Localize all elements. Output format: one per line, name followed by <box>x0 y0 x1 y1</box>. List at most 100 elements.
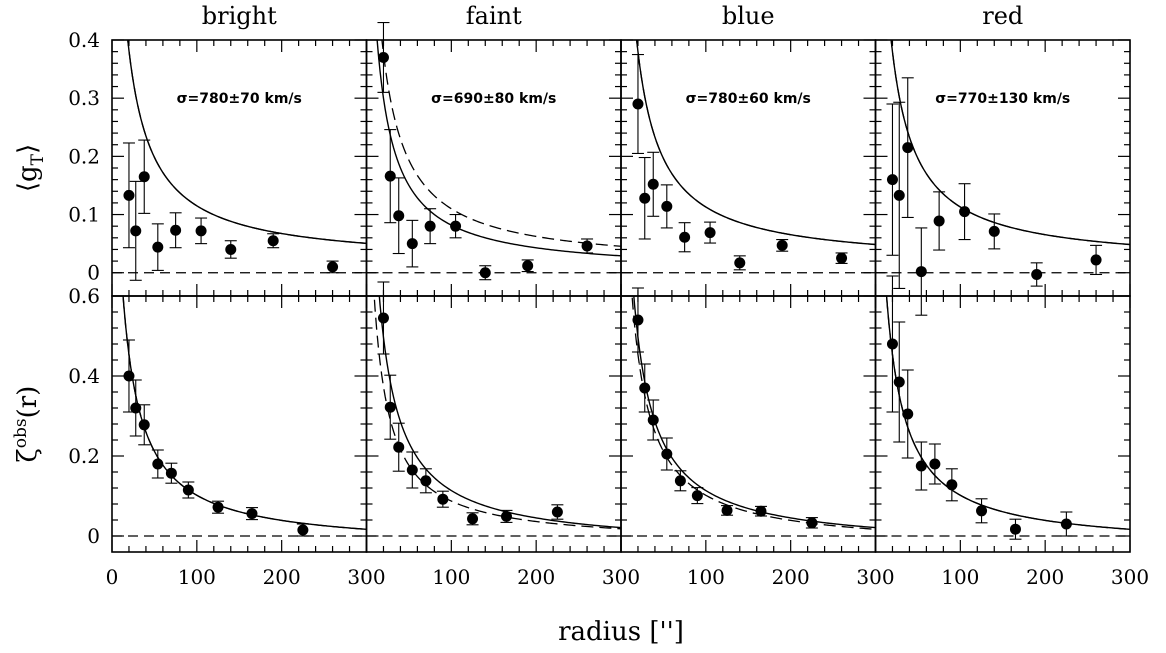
panel-faint-gT <box>365 21 622 297</box>
data-marker <box>165 467 177 479</box>
data-point <box>479 265 492 281</box>
y-tick-label: 0.3 <box>68 86 100 110</box>
data-marker <box>377 51 389 63</box>
data-marker <box>886 174 898 186</box>
data-marker <box>959 206 971 218</box>
panel-red-gT <box>874 39 1131 316</box>
panel-title-bright: bright <box>202 2 277 30</box>
data-marker <box>327 261 339 273</box>
data-point <box>1060 511 1073 537</box>
data-point <box>169 212 182 249</box>
data-point <box>326 260 339 274</box>
panel-frame <box>111 295 368 553</box>
data-marker <box>267 235 279 247</box>
panel-blue-gT <box>620 39 877 297</box>
data-marker <box>225 243 237 255</box>
data-point <box>406 451 419 489</box>
y-tick-label: 0 <box>87 261 100 285</box>
data-point <box>224 240 237 259</box>
sigma-label: σ=770±130 km/s <box>935 91 1070 107</box>
data-point <box>915 227 928 316</box>
data-marker <box>893 376 905 388</box>
data-marker <box>679 231 691 243</box>
data-marker <box>297 524 309 536</box>
data-marker <box>182 484 194 496</box>
sigma-label: σ=780±60 km/s <box>686 91 811 107</box>
data-point <box>122 339 135 413</box>
model-fit-solid <box>127 40 367 245</box>
x-axis-label: radius [''] <box>558 617 684 647</box>
data-marker <box>138 419 150 431</box>
model-fit-solid <box>633 296 876 529</box>
data-point <box>691 487 704 505</box>
data-point <box>958 183 971 241</box>
panel-bright-zeta <box>111 295 368 553</box>
data-point <box>945 468 958 502</box>
data-point <box>212 500 225 514</box>
data-point <box>406 219 419 268</box>
data-point <box>835 252 848 264</box>
model-fit-solid <box>378 296 621 529</box>
data-marker <box>734 257 746 269</box>
data-marker <box>420 475 432 487</box>
y-tick-label: 0.2 <box>68 144 100 168</box>
data-marker <box>639 382 651 394</box>
sigma-label: σ=780±70 km/s <box>177 91 302 107</box>
data-marker <box>674 475 686 487</box>
x-tick-label: 300 <box>856 565 894 589</box>
data-marker <box>138 171 150 183</box>
panel-title-red: red <box>982 2 1023 30</box>
y-axis-label-zeta: ζobs(r) <box>11 386 43 463</box>
data-point <box>165 462 178 484</box>
model-fit-dashed <box>381 40 621 247</box>
data-marker <box>170 224 182 236</box>
data-point <box>419 468 432 494</box>
data-marker <box>450 220 462 232</box>
data-marker <box>1090 254 1102 266</box>
data-marker <box>377 312 389 324</box>
x-tick-label: 100 <box>178 565 216 589</box>
model-fit-solid <box>890 40 1130 246</box>
data-point <box>182 481 195 499</box>
x-tick-label: 300 <box>347 565 385 589</box>
model-fit-solid <box>376 40 621 257</box>
x-tick-label: 100 <box>941 565 979 589</box>
data-point <box>805 517 818 529</box>
x-tick-label: 300 <box>602 565 640 589</box>
data-point <box>678 222 691 253</box>
y-tick-label: 0.4 <box>68 364 100 388</box>
data-marker <box>902 142 914 154</box>
data-marker <box>915 460 927 472</box>
data-marker <box>130 225 142 237</box>
data-marker <box>776 239 788 251</box>
data-point <box>195 217 208 245</box>
data-marker <box>581 240 593 252</box>
data-point <box>886 103 899 256</box>
data-point <box>436 490 449 508</box>
data-point <box>660 437 673 471</box>
data-marker <box>988 225 1000 237</box>
data-marker <box>522 260 534 272</box>
data-marker <box>123 189 135 201</box>
panel-title-blue: blue <box>722 2 775 30</box>
data-point <box>647 399 660 441</box>
data-point <box>377 21 390 93</box>
data-point <box>1030 262 1043 287</box>
data-marker <box>661 448 673 460</box>
data-point <box>901 369 914 459</box>
y-axis-label-gT: ⟨gT⟩ <box>13 144 48 192</box>
y-tick-label: 0.1 <box>68 203 100 227</box>
data-marker <box>632 314 644 326</box>
data-point <box>704 221 717 244</box>
model-fit-dashed <box>631 296 876 530</box>
data-marker <box>893 189 905 201</box>
x-tick-label: 100 <box>687 565 725 589</box>
data-marker <box>152 458 164 470</box>
x-tick-label: 100 <box>432 565 470 589</box>
data-point <box>1090 244 1103 276</box>
data-point <box>551 504 564 520</box>
data-marker <box>393 210 405 222</box>
panel-grid: σ=780±70 km/s bright σ=690±80 km/s faint σ=7… <box>11 2 1149 589</box>
data-point <box>928 443 941 485</box>
